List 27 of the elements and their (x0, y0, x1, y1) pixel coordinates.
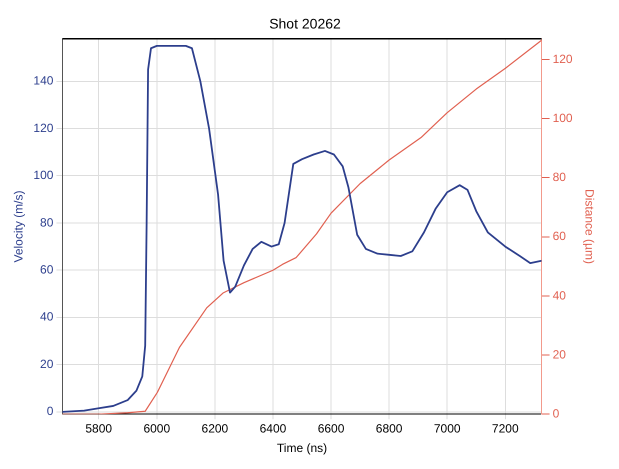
x-tick-label: 6200 (202, 422, 229, 436)
y-tick-label: 20 (40, 356, 54, 371)
y-tick-label: 100 (33, 168, 54, 182)
chart-title: Shot 20262 (269, 15, 342, 32)
x-tick-label: 5800 (85, 422, 112, 436)
x-axis-title: Time (ns) (276, 441, 328, 456)
x-tick-label: 7200 (492, 422, 519, 436)
y-tick-label: 80 (40, 215, 54, 230)
x-tick-label: 6800 (376, 422, 403, 436)
y2-axis-title: Distance (µm) (582, 189, 596, 264)
y-tick-label: 40 (40, 310, 54, 324)
y2-tick-label: 40 (552, 288, 566, 302)
y2-tick-label: 0 (552, 406, 560, 421)
y2-tick-label: 20 (552, 347, 566, 362)
y-tick-label: 120 (33, 120, 54, 135)
x-tick-label: 6000 (143, 422, 170, 436)
y-axis-title: Velocity (m/s) (12, 190, 26, 263)
y-tick-label: 140 (33, 74, 54, 88)
y2-tick-label: 120 (552, 52, 573, 66)
x-tick-label: 7000 (434, 422, 461, 436)
y-tick-label: 60 (40, 262, 54, 276)
y2-tick-label: 60 (552, 229, 566, 244)
x-tick-label: 6600 (318, 422, 345, 436)
x-tick-label: 6400 (260, 422, 287, 436)
y2-tick-label: 100 (552, 110, 573, 125)
y-tick-label: 0 (46, 404, 54, 418)
y2-tick-label: 80 (552, 170, 566, 184)
